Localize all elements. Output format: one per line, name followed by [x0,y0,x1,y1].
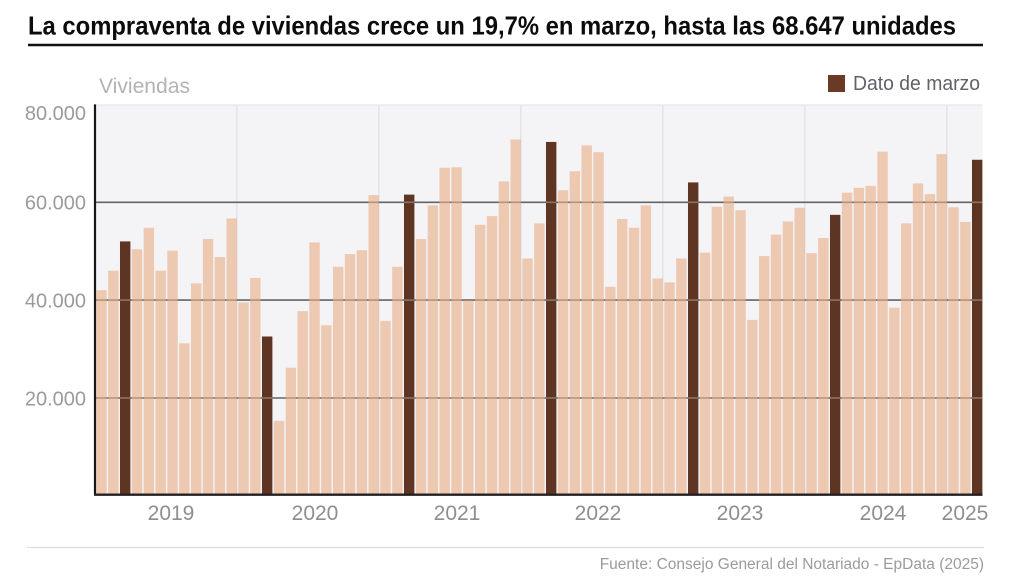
svg-text:2022: 2022 [575,502,622,525]
svg-text:40.000: 40.000 [25,291,86,313]
svg-text:60.000: 60.000 [25,193,86,215]
svg-text:20.000: 20.000 [25,388,86,410]
svg-text:Viviendas: Viviendas [99,75,190,98]
svg-text:80.000: 80.000 [25,103,86,125]
svg-text:La compraventa de viviendas cr: La compraventa de viviendas crece un 19,… [28,11,956,41]
svg-text:2021: 2021 [434,502,481,525]
svg-text:2020: 2020 [292,502,339,525]
svg-text:2025: 2025 [942,502,989,525]
svg-text:2019: 2019 [148,502,195,525]
svg-text:Fuente: Consejo General del No: Fuente: Consejo General del Notariado - … [600,556,984,573]
svg-text:Dato de marzo: Dato de marzo [853,73,980,95]
svg-text:2023: 2023 [717,502,764,525]
svg-text:2024: 2024 [860,502,907,525]
